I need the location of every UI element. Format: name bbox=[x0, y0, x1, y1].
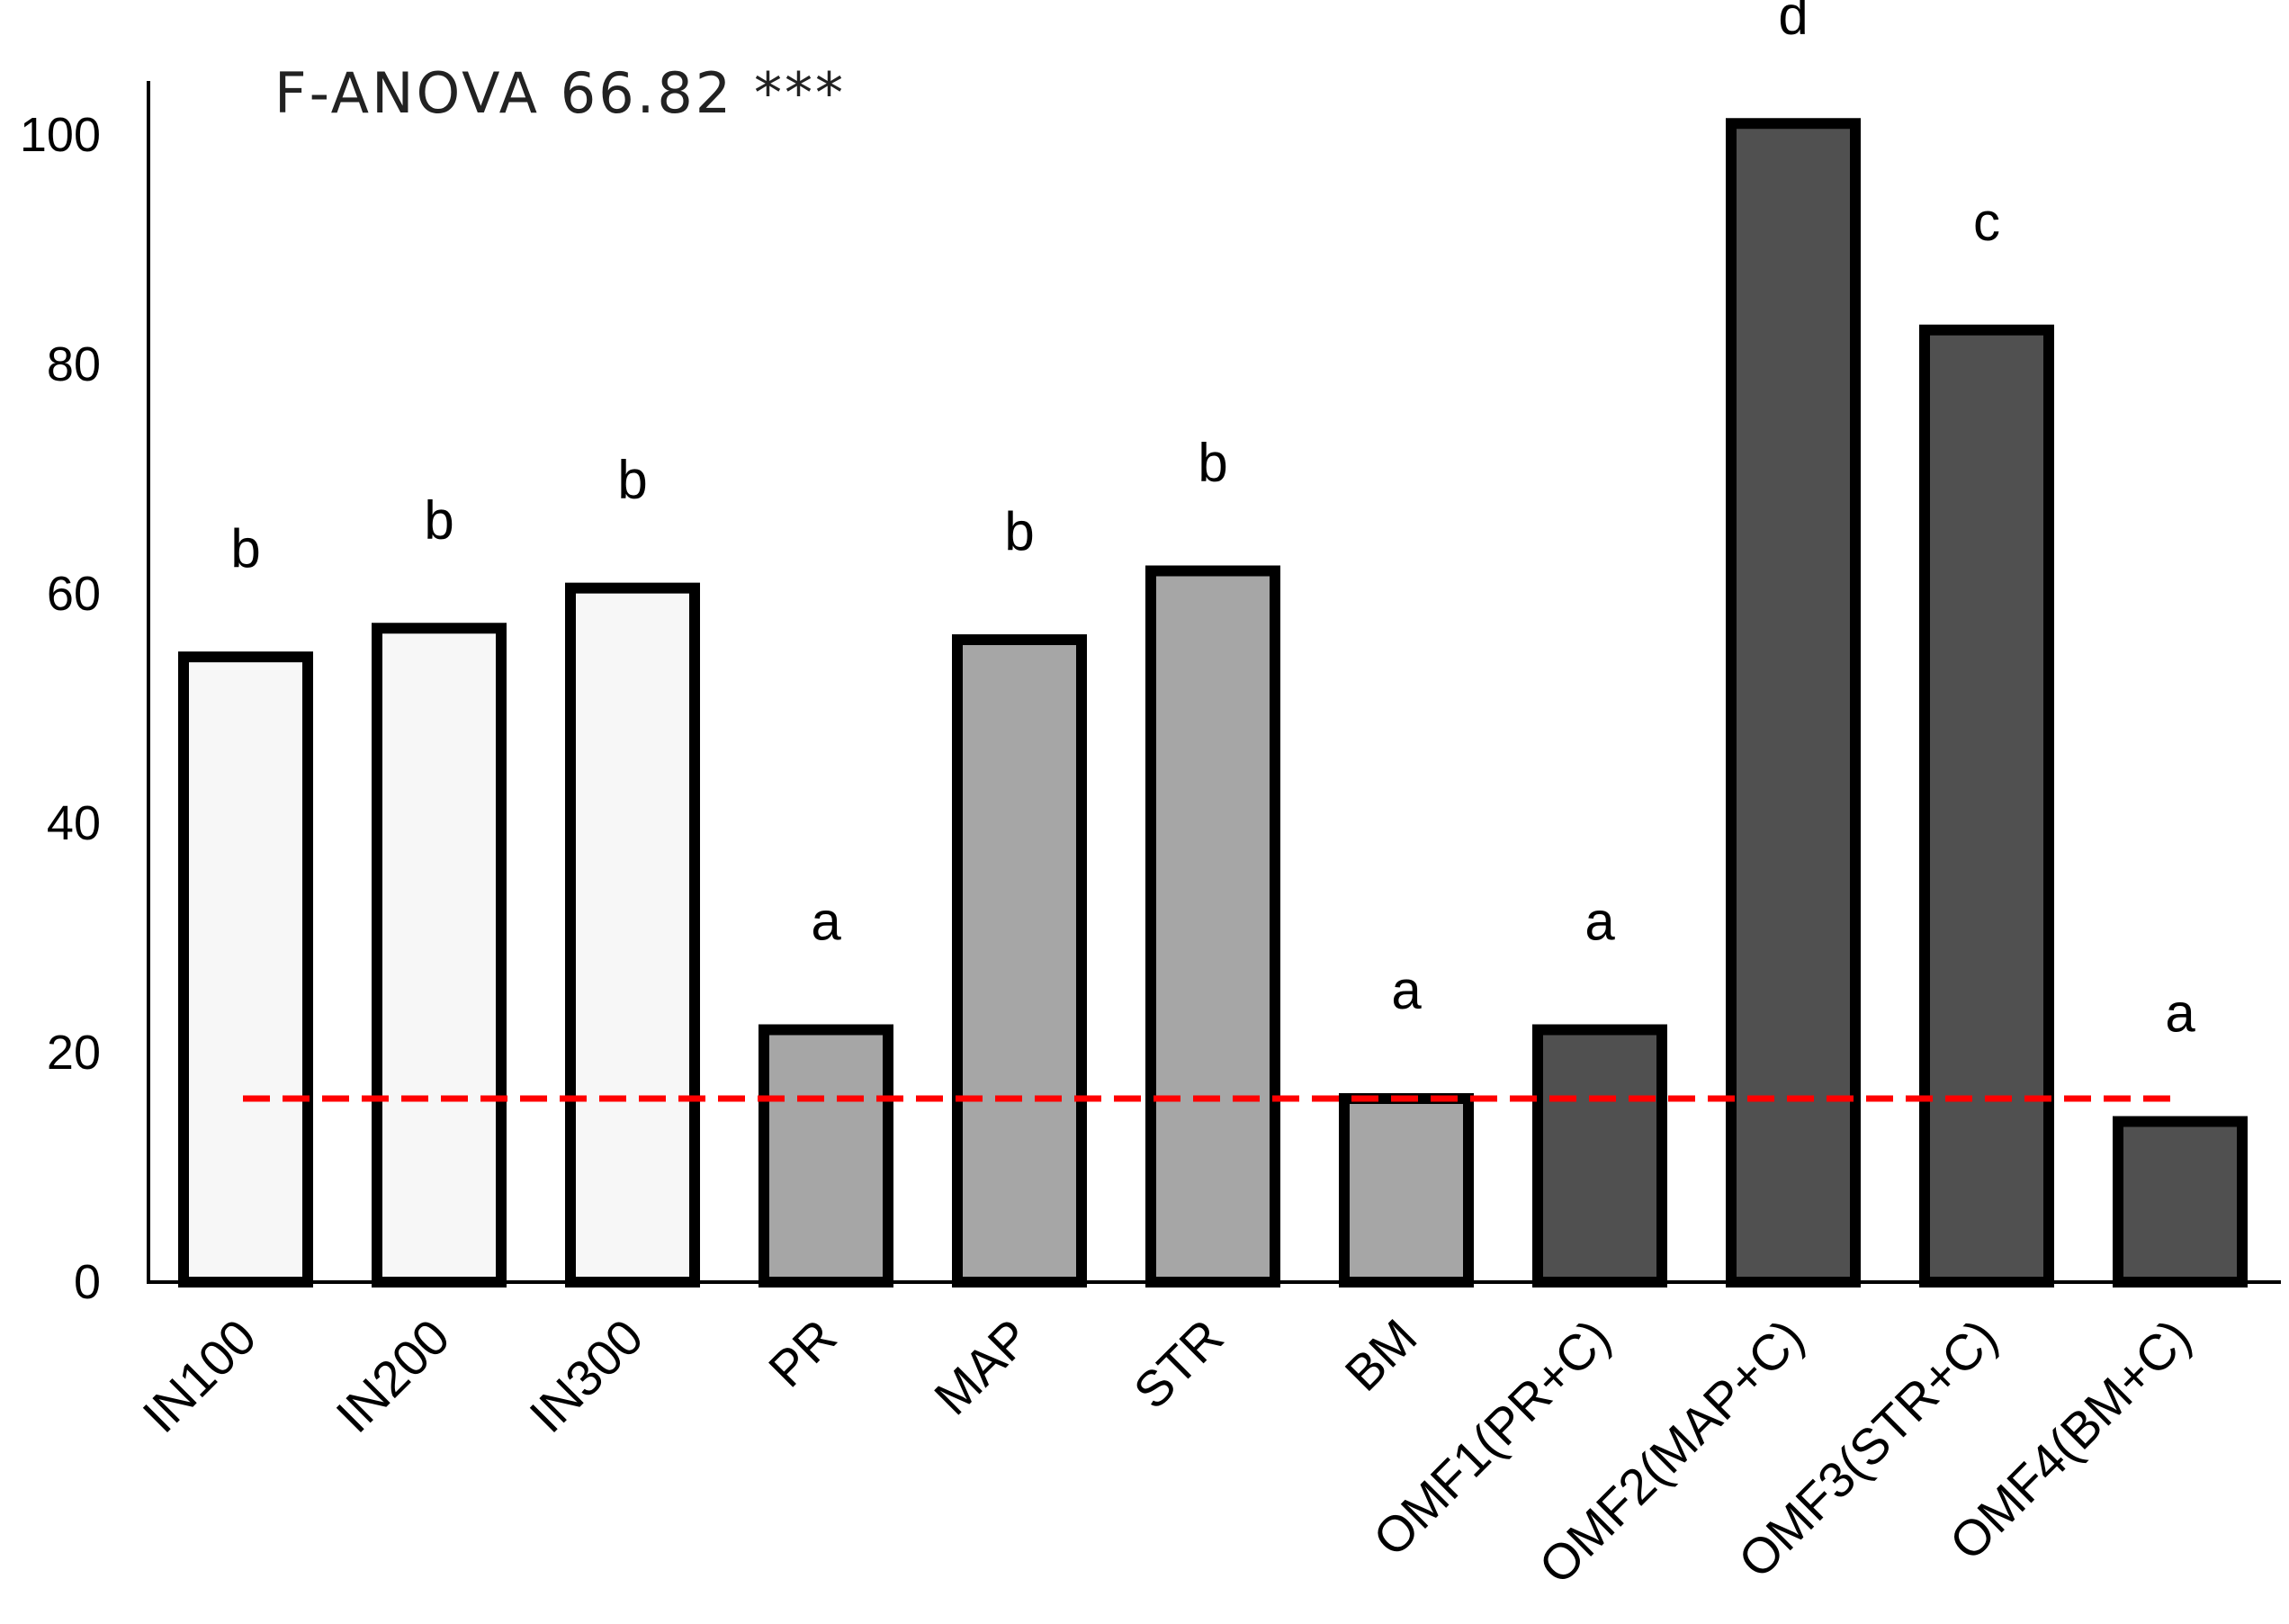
y-tick-label: 0 bbox=[74, 1255, 101, 1309]
significance-letter: a bbox=[1584, 892, 1615, 952]
bar-omf4-bm-c bbox=[2113, 1116, 2248, 1288]
bar-pr bbox=[759, 1024, 893, 1288]
y-tick-label: 80 bbox=[47, 337, 101, 391]
significance-letter: b bbox=[1004, 501, 1034, 561]
bar-in200 bbox=[372, 623, 507, 1288]
bar-omf2-map-c bbox=[1726, 118, 1861, 1288]
x-category-label: STR bbox=[1123, 1308, 1234, 1420]
significance-letter: d bbox=[1778, 0, 1808, 45]
x-category-label: IN300 bbox=[518, 1308, 653, 1443]
bar-bm bbox=[1339, 1093, 1474, 1288]
anova-annotation: F-ANOVA 66.82 *** bbox=[274, 60, 846, 126]
significance-letters: b b b a b b a a d c a bbox=[230, 0, 2195, 1044]
y-tick-label: 40 bbox=[47, 796, 101, 850]
bar-in300 bbox=[565, 582, 700, 1288]
x-category-label: IN100 bbox=[131, 1308, 266, 1443]
x-category-label: PR bbox=[758, 1308, 848, 1398]
significance-letter: a bbox=[811, 892, 841, 952]
significance-letter: c bbox=[1973, 192, 2000, 252]
bar-omf1-pr-c bbox=[1532, 1024, 1667, 1288]
bar-map bbox=[952, 634, 1087, 1288]
significance-letter: b bbox=[1198, 433, 1227, 493]
significance-letter: b bbox=[424, 489, 453, 550]
x-category-label: MAP bbox=[923, 1308, 1040, 1425]
significance-letter: b bbox=[617, 450, 647, 510]
significance-letter: b bbox=[230, 518, 260, 579]
significance-letter: a bbox=[1391, 960, 1422, 1020]
y-tick-label: 60 bbox=[47, 567, 101, 621]
bar-str bbox=[1145, 565, 1280, 1288]
y-tick-label: 20 bbox=[47, 1026, 101, 1080]
x-category-label: BM bbox=[1334, 1308, 1428, 1402]
bar-omf3-str-c bbox=[1919, 324, 2054, 1288]
y-tick-label: 100 bbox=[20, 108, 101, 162]
x-axis-category-labels: IN100 IN200 IN300 PR MAP STR BMOMF1(PR+C)OMF2(… bbox=[131, 1308, 2201, 1594]
bars bbox=[178, 118, 2248, 1288]
bar-in100 bbox=[178, 651, 313, 1288]
x-category-label: IN200 bbox=[325, 1308, 460, 1443]
y-axis-ticks: 0 20 40 60 80 100 bbox=[20, 108, 101, 1309]
significance-letter: a bbox=[2165, 983, 2195, 1044]
